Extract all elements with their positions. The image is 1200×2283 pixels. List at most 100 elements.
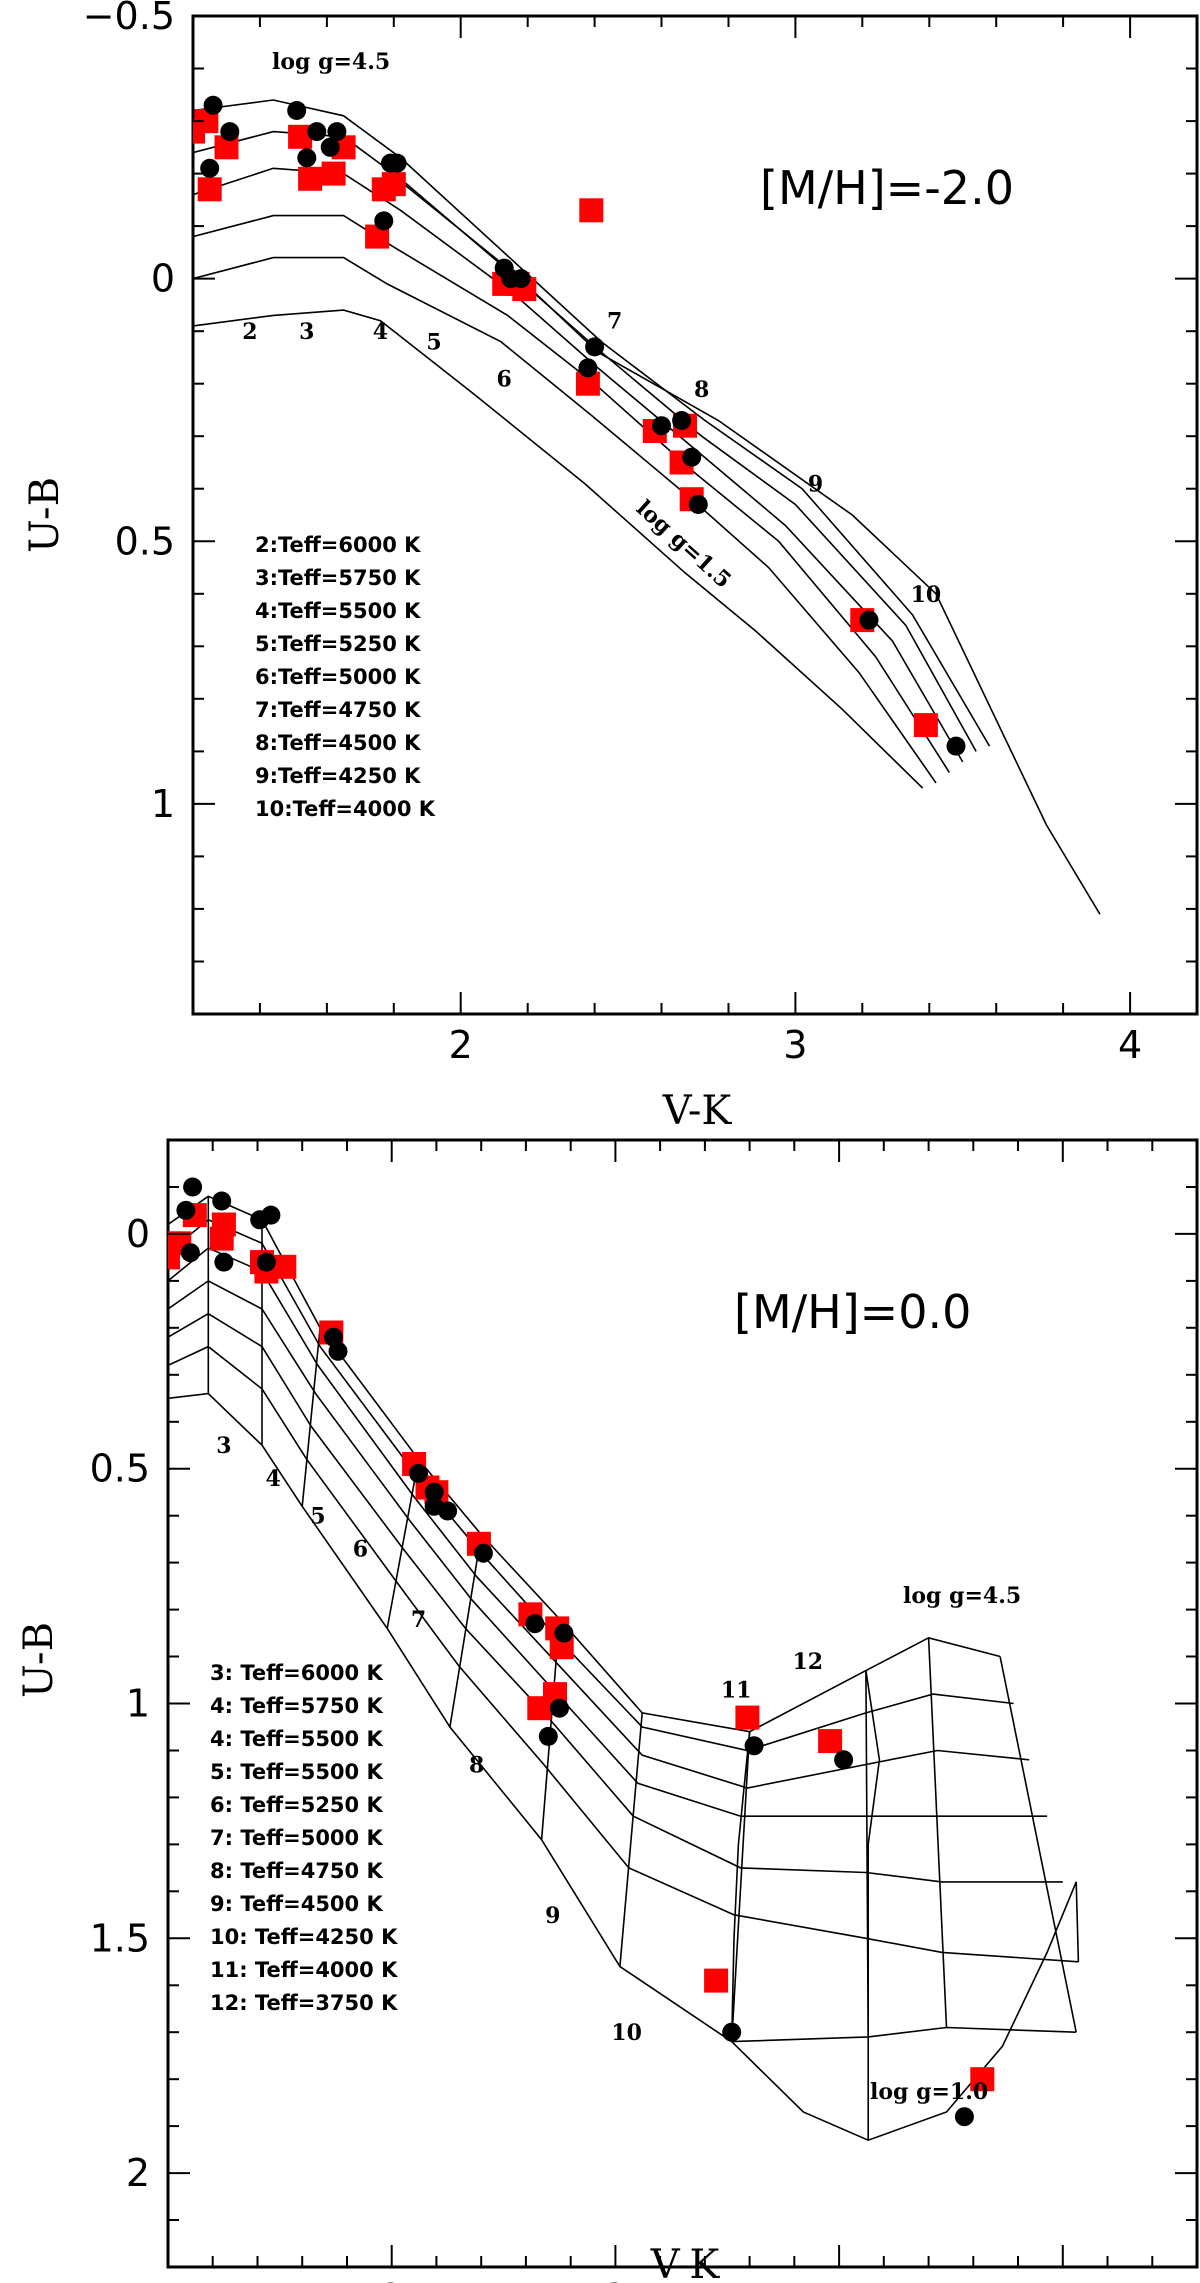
legend-entry: 2:Teff=6000 K <box>255 533 421 557</box>
temperature-index-label: 8 <box>469 1753 484 1779</box>
y-axis-label: U-B <box>16 1622 62 1698</box>
temperature-index-label: 3 <box>299 319 314 345</box>
grid-line-5 <box>168 1345 1079 1963</box>
temperature-index-label: 5 <box>426 330 441 356</box>
red-square-point <box>913 713 938 738</box>
legend-entry: 5: Teff=5500 K <box>210 1760 383 1784</box>
red-square-point <box>579 198 604 223</box>
x-tick-label: 5 <box>1051 2276 1075 2283</box>
temperature-index-label: 2 <box>242 319 257 345</box>
black-circle-point <box>183 1177 203 1197</box>
red-square-point <box>970 2067 995 2092</box>
x-tick-label: 3 <box>783 1023 807 1067</box>
data-markers <box>168 1177 995 2127</box>
red-square-point <box>381 172 406 197</box>
grid-line-6 <box>168 1392 1077 2043</box>
black-circle-point <box>214 1252 234 1272</box>
red-square-point <box>818 1729 843 1754</box>
black-circle-point <box>287 101 307 120</box>
grid-line-11 <box>386 1459 420 1629</box>
legend-entry: 3: Teff=6000 K <box>210 1661 383 1685</box>
grid-line-12 <box>449 1534 482 1728</box>
black-circle-point <box>525 1614 545 1634</box>
red-square-point <box>272 1254 297 1279</box>
axis-ticks: 2 3 4 −0.5 0 0.5 1 <box>83 0 1198 1067</box>
bottom-gravity-label: log g=1.0 <box>870 2079 988 2105</box>
black-circle-point <box>424 1482 444 1502</box>
red-square-point <box>298 166 323 191</box>
y-tick-label: 1 <box>151 782 175 826</box>
plot-frame <box>191 14 1199 1016</box>
black-circle-point <box>203 95 223 115</box>
grid-line-17 <box>927 1637 948 2028</box>
temperature-index-label: 5 <box>310 1504 325 1530</box>
temperature-index-label: 8 <box>694 377 709 403</box>
temperature-index-label: 7 <box>411 1607 426 1633</box>
temperature-index-label: 11 <box>721 1677 752 1703</box>
grid-line-1 <box>168 1218 1014 1752</box>
black-circle-point <box>859 610 879 630</box>
black-circle-point <box>387 153 407 173</box>
red-square-point <box>321 161 346 186</box>
x-tick-label: 4 <box>827 2276 851 2283</box>
black-circle-point <box>550 1698 569 1718</box>
y-tick-label: −0.5 <box>83 0 175 38</box>
data-markers <box>193 95 966 756</box>
x-tick-label: 4 <box>1118 1023 1142 1067</box>
black-circle-point <box>652 416 671 436</box>
temperature-index-label: 4 <box>265 1466 280 1492</box>
x-tick-label: 1 <box>156 2276 180 2283</box>
y-tick-label: 0.5 <box>115 519 175 563</box>
black-circle-point <box>954 2107 974 2127</box>
grid-line-4 <box>168 1312 1063 1883</box>
legend-entry: 8:Teff=4500 K <box>255 731 421 755</box>
black-circle-point <box>578 358 598 378</box>
temperature-index-label: 12 <box>792 1649 823 1675</box>
black-circle-point <box>722 2022 742 2042</box>
black-circle-point <box>682 447 702 467</box>
black-circle-point <box>834 1750 854 1770</box>
model-grid-lines <box>168 1195 1080 2142</box>
y-tick-label: 0.5 <box>90 1447 150 1491</box>
grid-line-3 <box>168 1279 1048 1817</box>
black-circle-point <box>328 1341 348 1361</box>
y-axis-label: U-B <box>22 477 68 553</box>
grid-line-15 <box>730 1731 751 2042</box>
black-circle-point <box>554 1623 574 1643</box>
black-circle-point <box>672 411 692 430</box>
panel-title: [M/H]=-2.0 <box>760 161 1014 215</box>
temperature-index-label: 10 <box>611 2020 642 2046</box>
grid-line-18 <box>999 1656 1077 2033</box>
grid-line-20 <box>865 1670 881 2141</box>
legend-entry: 12: Teff=3750 K <box>210 1991 398 2015</box>
grid-line-0 <box>193 99 991 747</box>
legend-entry: 4: Teff=5750 K <box>210 1694 383 1718</box>
black-circle-point <box>585 337 605 357</box>
legend-entry: 6: Teff=5250 K <box>210 1793 383 1817</box>
legend-entry: 9: Teff=4500 K <box>210 1892 383 1916</box>
temperature-index-label: 10 <box>911 582 942 608</box>
legend-entry: 5:Teff=5250 K <box>255 632 421 656</box>
plot-panel-solar: 1234500.511.52 [M/H]=0.0 log g=4.5 log g… <box>16 1138 1199 2283</box>
top-gravity-label: log g=4.5 <box>272 49 390 75</box>
temperature-index-label: 9 <box>545 1903 560 1929</box>
legend-entry: 3:Teff=5750 K <box>255 566 421 590</box>
temperature-index-label: 7 <box>607 309 622 335</box>
legend-entry: 6:Teff=5000 K <box>255 665 421 689</box>
red-square-point <box>211 1212 236 1237</box>
black-circle-point <box>180 1243 200 1263</box>
red-square-point <box>735 1705 760 1730</box>
temperature-index-label: 3 <box>216 1433 231 1459</box>
black-circle-point <box>374 211 394 231</box>
legend-entry: 11: Teff=4000 K <box>210 1958 398 1982</box>
legend-entry: 9:Teff=4250 K <box>255 764 421 788</box>
x-tick-label: 2 <box>380 2276 404 2283</box>
grid-line-5 <box>193 309 924 789</box>
temperature-index-label: 6 <box>497 366 512 392</box>
temperature-index-label: 6 <box>353 1537 368 1563</box>
x-axis-label: V-K <box>662 1088 733 1134</box>
red-square-point <box>197 177 222 202</box>
legend-entry: 7:Teff=4750 K <box>255 698 421 722</box>
x-tick-label: 3 <box>603 2276 627 2283</box>
